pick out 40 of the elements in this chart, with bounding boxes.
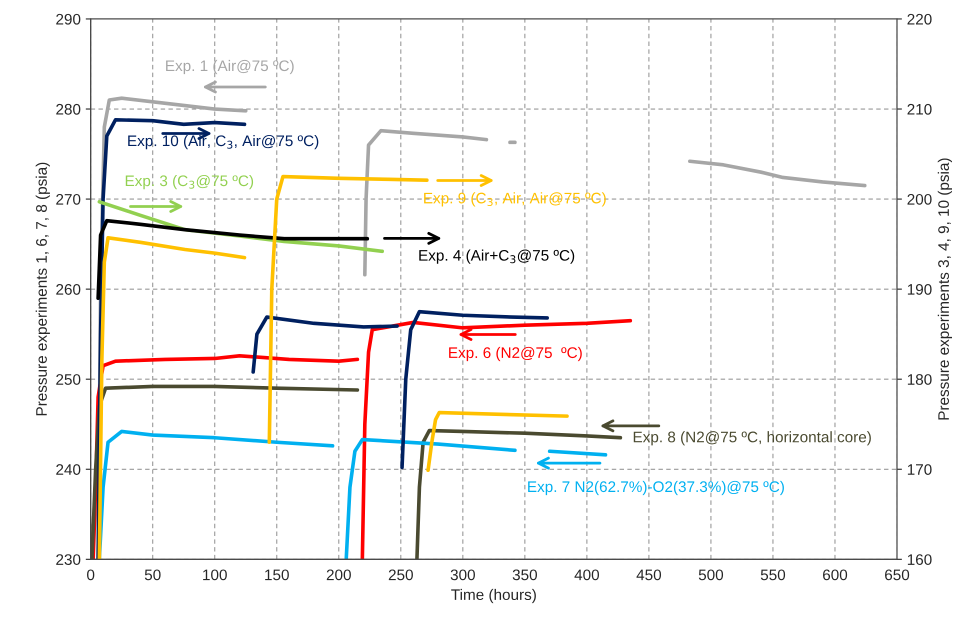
y2-tick-label: 190 [908, 284, 932, 295]
y2-tick-label: 160 [908, 554, 932, 566]
x-tick-label: 300 [450, 569, 475, 580]
annotation: Exp. 8 (N2@75 ºC, horizontal core) [634, 431, 871, 446]
y-tick-label: 280 [56, 104, 80, 115]
y-axis-title: Pressure experiments 1, 6, 7, 8 (psia) [36, 162, 50, 416]
x-tick-label: 600 [823, 569, 848, 580]
x-tick-label: 650 [885, 569, 910, 580]
x-tick-label: 100 [203, 569, 227, 580]
x-tick-label: 150 [265, 569, 289, 580]
x-tick-label: 500 [698, 569, 724, 580]
y-tick-label: 290 [56, 14, 80, 25]
y2-axis-title: Pressure experiments 3, 4, 9, 10 (psia) [938, 158, 952, 420]
y2-tick-label: 210 [907, 104, 932, 115]
annotation: Exp. 4 (Air+C$_{3}$@75 ºC) [419, 250, 574, 264]
y-tick-label: 230 [56, 554, 80, 566]
y2-tick-label: 180 [908, 374, 932, 385]
line-series [96, 218, 370, 300]
annotation: Exp. 3 (C$_{3}$@75 ºC) [126, 174, 254, 190]
x-tick-label: 50 [144, 569, 161, 580]
y-tick-label: 250 [56, 374, 80, 385]
x-tick-label: 350 [512, 569, 537, 580]
y2-tick-label: 170 [908, 464, 932, 475]
x-tick-label: 450 [636, 569, 662, 580]
x-tick-label: 400 [574, 569, 600, 580]
y2-tick-label: 220 [907, 14, 932, 25]
annotation: Exp. 1 (Air@75 ºC) [166, 60, 294, 74]
annotation: Exp. 7 N2(62.7%)-O2(37.3%)@75 ºC) [528, 480, 784, 496]
y-tick-label: 240 [56, 464, 80, 475]
y2-tick-label: 200 [907, 194, 932, 205]
y-tick-label: 260 [56, 284, 80, 295]
x-tick-label: 250 [388, 569, 413, 580]
annotation: Exp. 6 (N2@75 ºC) [449, 346, 582, 362]
annotation: Exp. 9 (C$_{3}$, Air, Air@75 ºC) [424, 192, 606, 206]
x-axis-title: Time (hours) [451, 588, 536, 604]
x-tick-label: 200 [326, 569, 351, 580]
x-tick-label: 0 [87, 569, 94, 580]
annotation: Exp. 10 (Air, C$_{3}$, Air@75 ºC) [128, 134, 318, 150]
y-tick-label: 270 [56, 194, 80, 205]
x-tick-label: 550 [760, 569, 786, 580]
